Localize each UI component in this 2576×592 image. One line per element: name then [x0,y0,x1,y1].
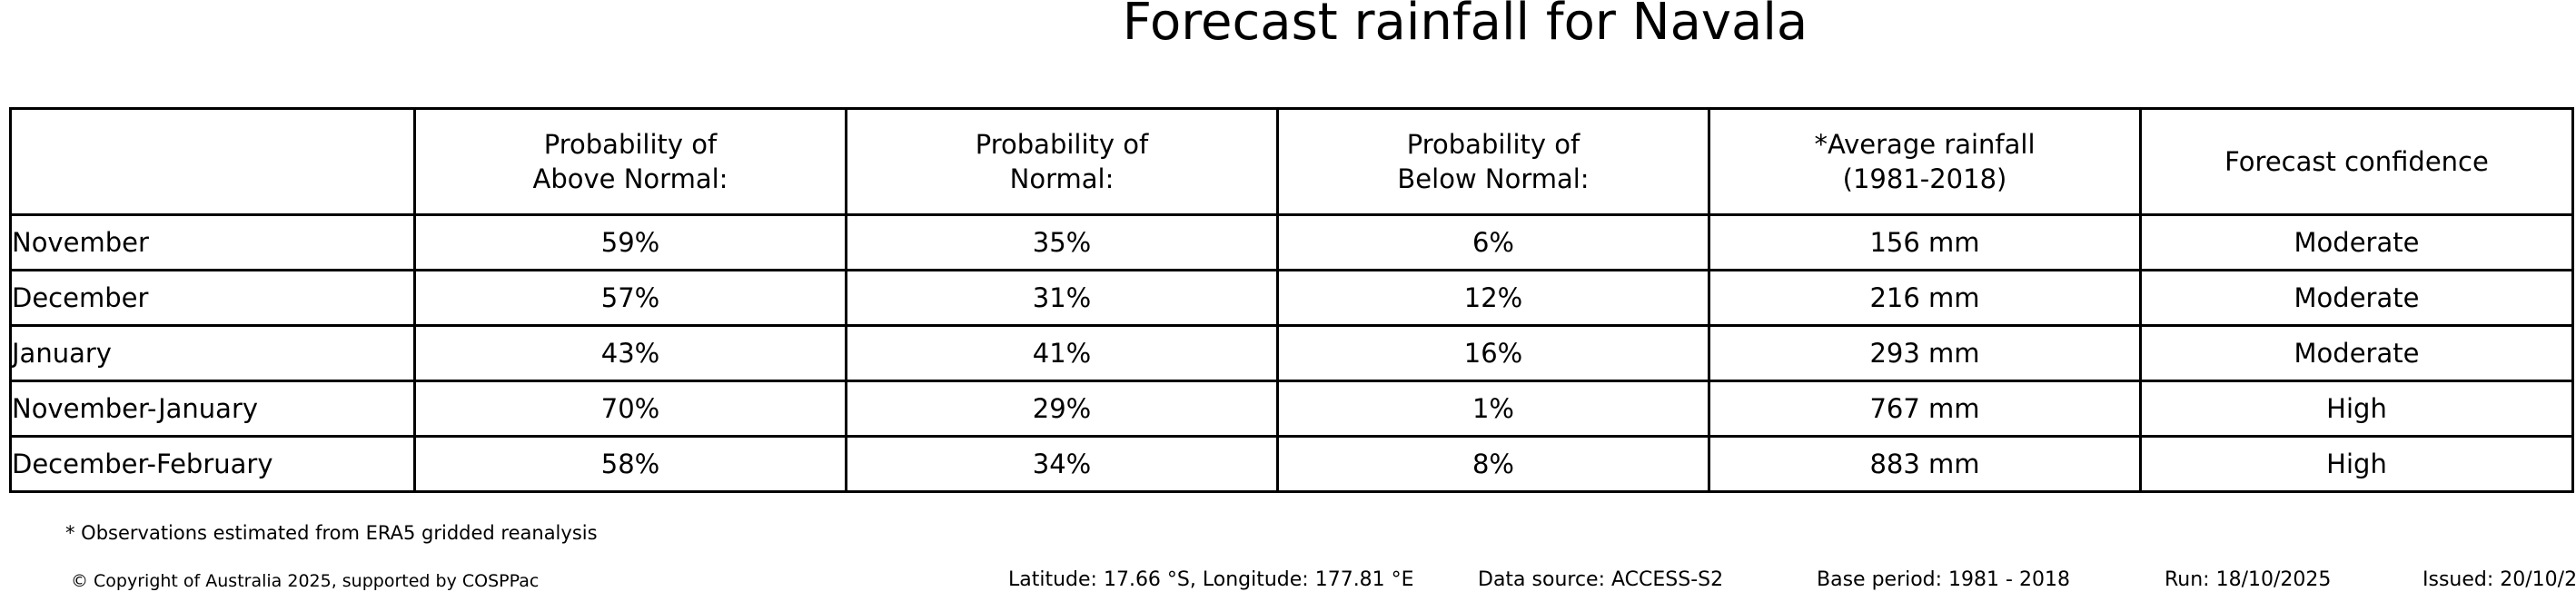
data-source-note: Data source: ACCESS-S2 [1478,568,1724,591]
data-cell: 70% [413,380,847,438]
row-label: December [9,269,416,327]
data-cell: 293 mm [1708,324,2142,382]
data-cell: 35% [845,213,1279,271]
page-title: Forecast rainfall for Navala [1122,0,1808,52]
column-header-line: Forecast confidence [2224,145,2489,177]
data-cell: 29% [845,380,1279,438]
column-header-line: Probability of [543,128,718,160]
column-header-line: Probability of [1406,128,1580,160]
row-label: November-January [9,380,416,438]
data-cell: Moderate [2139,213,2574,271]
table-row: November 59% 35% 6% 156 mm Moderate [9,213,2574,271]
column-header: Probability of Normal: [845,107,1279,216]
copyright-note: © Copyright of Australia 2025, supported… [71,571,540,591]
table-body: November 59% 35% 6% 156 mm Moderate December 57… [9,213,2574,493]
corner-cell [9,107,416,216]
table-row: January 43% 41% 16% 293 mm Moderate [9,324,2574,382]
column-header: *Average rainfall (1981-2018) [1708,107,2142,216]
footnote: * Observations estimated from ERA5 gridd… [65,522,598,544]
data-cell: 34% [845,435,1279,493]
data-cell: 6% [1276,213,1710,271]
location-note: Latitude: 17.66 °S, Longitude: 177.81 °E [1008,568,1414,591]
column-header-line: (1981-2018) [1842,163,2007,194]
data-cell: High [2139,380,2574,438]
table-row: December 57% 31% 12% 216 mm Moderate [9,269,2574,327]
data-cell: 883 mm [1708,435,2142,493]
column-header-line: *Average rainfall [1814,128,2036,160]
row-label: January [9,324,416,382]
data-cell: Moderate [2139,324,2574,382]
data-cell: High [2139,435,2574,493]
base-period-note: Base period: 1981 - 2018 [1817,568,2070,591]
column-header: Forecast confidence [2139,107,2574,216]
table-row: November-January 70% 29% 1% 767 mm High [9,380,2574,438]
data-cell: 43% [413,324,847,382]
data-cell: 58% [413,435,847,493]
data-cell: 156 mm [1708,213,2142,271]
data-cell: 57% [413,269,847,327]
issued-date-note: Issued: 20/10/2025 [2422,568,2576,591]
data-cell: 8% [1276,435,1710,493]
data-cell: 59% [413,213,847,271]
data-cell: 31% [845,269,1279,327]
column-header: Probability of Below Normal: [1276,107,1710,216]
data-cell: 767 mm [1708,380,2142,438]
column-header-line: Probability of [975,128,1149,160]
run-date-note: Run: 18/10/2025 [2165,568,2332,591]
table-header-row: Probability of Above Normal: Probability o… [9,107,2574,216]
column-header-line: Normal: [1009,163,1115,194]
data-cell: 16% [1276,324,1710,382]
table-row: December-February 58% 34% 8% 883 mm High [9,435,2574,493]
row-label: November [9,213,416,271]
data-cell: Moderate [2139,269,2574,327]
column-header-line: Below Normal: [1397,163,1590,194]
data-cell: 12% [1276,269,1710,327]
data-cell: 1% [1276,380,1710,438]
row-label: December-February [9,435,416,493]
column-header-line: Above Normal: [532,163,728,194]
column-header: Probability of Above Normal: [413,107,847,216]
data-cell: 216 mm [1708,269,2142,327]
data-cell: 41% [845,324,1279,382]
rainfall-forecast-table: Probability of Above Normal: Probability o… [9,107,2574,493]
